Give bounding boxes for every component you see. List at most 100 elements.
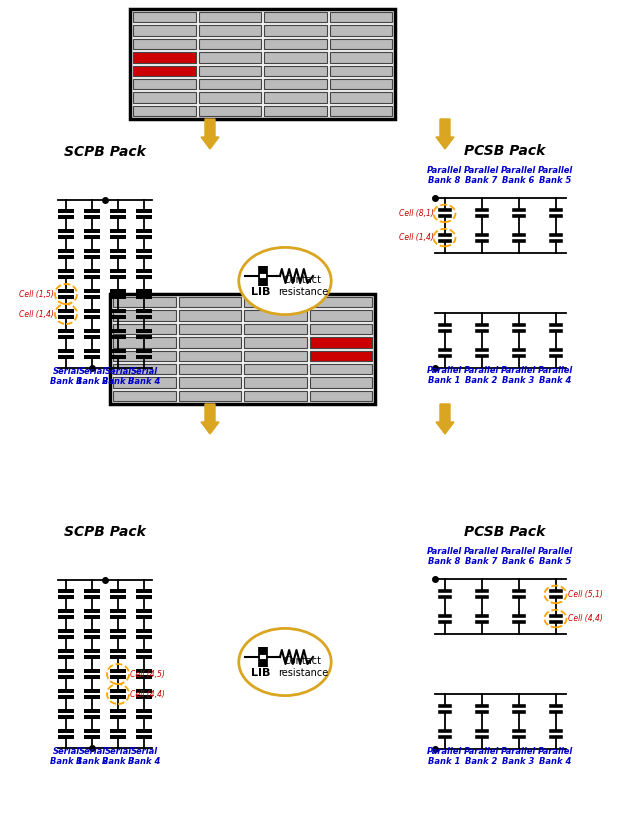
- Bar: [178, 310, 241, 320]
- Text: Parallel
Bank 3: Parallel Bank 3: [501, 747, 536, 766]
- Bar: [199, 79, 261, 89]
- Text: SCPB Pack: SCPB Pack: [64, 525, 146, 539]
- Text: Parallel
Bank 3: Parallel Bank 3: [501, 366, 536, 385]
- Text: Parallel
Bank 7: Parallel Bank 7: [464, 546, 499, 566]
- Text: LIB: LIB: [251, 287, 271, 297]
- Bar: [244, 297, 307, 307]
- FancyArrow shape: [201, 119, 219, 149]
- Text: Cell (4,4): Cell (4,4): [568, 614, 603, 623]
- Bar: [330, 39, 392, 50]
- Bar: [199, 106, 261, 116]
- Text: Parallel
Bank 2: Parallel Bank 2: [464, 366, 499, 385]
- Bar: [133, 52, 196, 62]
- Ellipse shape: [239, 248, 331, 315]
- Text: Contact
resistance: Contact resistance: [278, 656, 328, 678]
- Bar: [309, 378, 372, 388]
- Bar: [113, 324, 175, 334]
- Bar: [178, 324, 241, 334]
- Bar: [133, 65, 196, 76]
- Bar: [113, 378, 175, 388]
- Bar: [309, 310, 372, 320]
- Text: Parallel
Bank 4: Parallel Bank 4: [538, 366, 573, 385]
- Bar: [309, 337, 372, 347]
- Bar: [330, 65, 392, 76]
- Bar: [330, 25, 392, 36]
- Bar: [199, 39, 261, 50]
- Text: PCSB Pack: PCSB Pack: [464, 525, 545, 539]
- Text: Parallel
Bank 1: Parallel Bank 1: [427, 747, 462, 766]
- Bar: [178, 351, 241, 361]
- Text: Parallel
Bank 5: Parallel Bank 5: [538, 165, 573, 185]
- Text: Cell (4,4): Cell (4,4): [130, 690, 165, 699]
- Bar: [309, 297, 372, 307]
- Text: Serial
Bank 3: Serial Bank 3: [102, 367, 134, 386]
- Bar: [113, 364, 175, 374]
- Bar: [199, 65, 261, 76]
- Text: Cell (5,1): Cell (5,1): [568, 590, 603, 599]
- Text: Serial
Bank 2: Serial Bank 2: [76, 747, 108, 766]
- Bar: [264, 25, 326, 36]
- Bar: [199, 92, 261, 102]
- Bar: [133, 79, 196, 89]
- Bar: [244, 337, 307, 347]
- Bar: [113, 337, 175, 347]
- Bar: [309, 391, 372, 401]
- Bar: [264, 79, 326, 89]
- Bar: [113, 351, 175, 361]
- Bar: [264, 106, 326, 116]
- Bar: [330, 52, 392, 62]
- Text: Serial
Bank 3: Serial Bank 3: [102, 747, 134, 766]
- Text: Parallel
Bank 8: Parallel Bank 8: [427, 165, 462, 185]
- Bar: [110, 294, 375, 404]
- Text: Serial
Bank 4: Serial Bank 4: [128, 747, 160, 766]
- Text: Serial
Bank 1: Serial Bank 1: [50, 747, 82, 766]
- Bar: [133, 25, 196, 36]
- Text: Parallel
Bank 7: Parallel Bank 7: [464, 165, 499, 185]
- Bar: [178, 364, 241, 374]
- Text: Parallel
Bank 5: Parallel Bank 5: [538, 546, 573, 566]
- FancyArrow shape: [436, 119, 454, 149]
- Bar: [113, 391, 175, 401]
- Bar: [330, 92, 392, 102]
- Bar: [244, 310, 307, 320]
- Bar: [330, 79, 392, 89]
- Bar: [330, 106, 392, 116]
- Bar: [244, 364, 307, 374]
- Bar: [113, 297, 175, 307]
- Bar: [264, 65, 326, 76]
- Bar: [199, 52, 261, 62]
- Text: Parallel
Bank 8: Parallel Bank 8: [427, 546, 462, 566]
- Bar: [178, 337, 241, 347]
- Bar: [133, 92, 196, 102]
- Bar: [309, 324, 372, 334]
- Bar: [309, 351, 372, 361]
- Bar: [178, 297, 241, 307]
- Bar: [178, 378, 241, 388]
- Text: Contact
resistance: Contact resistance: [278, 275, 328, 297]
- Bar: [330, 12, 392, 23]
- Bar: [133, 39, 196, 50]
- Bar: [264, 12, 326, 23]
- Text: SCPB Pack: SCPB Pack: [64, 145, 146, 159]
- Bar: [264, 39, 326, 50]
- FancyArrow shape: [201, 404, 219, 434]
- Bar: [244, 351, 307, 361]
- FancyArrow shape: [436, 404, 454, 434]
- Text: Parallel
Bank 4: Parallel Bank 4: [538, 747, 573, 766]
- Text: Parallel
Bank 1: Parallel Bank 1: [427, 366, 462, 385]
- Bar: [133, 12, 196, 23]
- Text: Parallel
Bank 2: Parallel Bank 2: [464, 747, 499, 766]
- Text: Cell (1,5): Cell (1,5): [19, 289, 54, 299]
- Text: Serial
Bank 4: Serial Bank 4: [128, 367, 160, 386]
- Bar: [130, 9, 395, 119]
- Bar: [178, 391, 241, 401]
- Text: PCSB Pack: PCSB Pack: [464, 144, 545, 158]
- Text: Cell (8,1): Cell (8,1): [399, 209, 434, 218]
- Bar: [309, 364, 372, 374]
- Bar: [244, 324, 307, 334]
- Bar: [244, 391, 307, 401]
- Bar: [133, 106, 196, 116]
- Bar: [199, 12, 261, 23]
- Text: Cell (4,5): Cell (4,5): [130, 670, 165, 679]
- Text: Parallel
Bank 6: Parallel Bank 6: [501, 546, 536, 566]
